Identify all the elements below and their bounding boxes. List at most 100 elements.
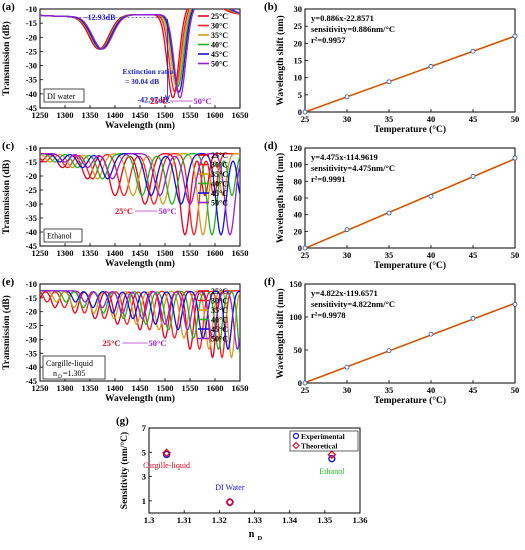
panel-letter: (c) [2, 140, 15, 152]
panel-c-y-tick-label: -40 [26, 227, 37, 237]
panel-e-x-tick-label: 1550 [182, 383, 199, 393]
panel-d-data-point [512, 155, 518, 161]
panel-f-fit-line [304, 302, 516, 384]
panel-f-y-tick-label: 100 [289, 312, 302, 322]
panel-e-x-tick-label: 1650 [232, 383, 249, 393]
panel-a-y-tick-label: -25 [26, 46, 37, 56]
panel-c-x-tick-label: 1600 [207, 248, 224, 258]
panel-c-x-tick-label: 1300 [57, 248, 74, 258]
panel-e-y-tick-label: -45 [26, 376, 37, 386]
panel-d-y-axis-label: Wavelength shift (nm) [275, 153, 286, 243]
panel-d-data-point [302, 245, 308, 251]
panel-d-x-tick-label: 30 [343, 250, 352, 260]
panel-b-x-tick-label: 50 [511, 114, 520, 124]
panel-letter: (a) [2, 1, 15, 13]
panel-a-legend-label: 40°C [211, 41, 228, 50]
panel-e-x-tick-label: 1250 [32, 383, 49, 393]
panel-g-y-tick-label: 5 [142, 447, 146, 457]
panel-letter: (b) [264, 1, 278, 13]
panel-f-x-tick-label: 40 [427, 385, 436, 395]
panel-g-point-label: Ethanol [319, 467, 345, 476]
panel-a-x-tick-label: 1300 [57, 110, 74, 120]
panel-a-legend-label: 25°C [211, 12, 228, 21]
panel-d-data-point [344, 227, 350, 233]
panel-b-y-tick-label: 25 [294, 21, 303, 31]
panel-e-y-tick-label: -20 [26, 307, 37, 317]
panel-a-x-tick-label: 1450 [132, 110, 149, 120]
panel-a-y-tick-label: -15 [26, 18, 37, 28]
panel-b-y-tick-label: 5 [298, 90, 302, 100]
panel-b-data-point [386, 79, 392, 85]
panel-g-legend-marker [292, 441, 300, 450]
panel-a-legend-label: 35°C [211, 31, 228, 40]
panel-a-x-tick-label: 1600 [207, 110, 224, 120]
panel-d-x-tick-label: 25 [301, 250, 310, 260]
panel-d-data-point [470, 173, 476, 179]
panel-d-fit-line [304, 158, 516, 250]
panel-e-index-value: =1.305 [63, 369, 86, 378]
panel-d-plot-frame [304, 147, 516, 249]
panel-b-data-point [344, 94, 350, 100]
panel-d-y-tick-label: 20 [294, 226, 303, 236]
panel-a-x-tick-label: 1650 [232, 110, 249, 120]
panel-d-y-tick-label: 0 [298, 243, 302, 253]
panel-a-ratio-label: Extinction ratio [123, 67, 174, 76]
panel-e-arrow-to: 50°C [149, 338, 167, 348]
panel-c-legend-label: 30°C [211, 161, 228, 170]
panel-e-legend-label: 25°C [211, 287, 228, 296]
panel-b-x-tick-label: 35 [385, 114, 394, 124]
panel-g-legend-marker [292, 432, 300, 440]
panel-g-x-axis-sub: D [258, 535, 263, 542]
panel-e-legend-label: 35°C [211, 306, 228, 315]
panel-d-x-tick-label: 40 [427, 250, 436, 260]
panel-c-y-tick-label: -35 [26, 213, 37, 223]
panel-c-legend-label: 45°C [211, 189, 228, 198]
panel-a-y-tick-label: -40 [26, 89, 37, 99]
panel-e-y-tick-label: -15 [26, 293, 37, 303]
panel-c-series-3 [40, 152, 240, 236]
panel-c-series-4 [40, 152, 240, 236]
panel-c-x-tick-label: 1650 [232, 248, 249, 258]
panel-f-data-point [512, 302, 518, 307]
panel-c-x-tick-label: 1550 [182, 248, 199, 258]
panel-a-medium-label: DI water [47, 92, 76, 101]
panel-f-fit-text: sensitivity=4.822nm/°C [311, 299, 395, 309]
panel-g-x-tick-label: 1.33 [247, 515, 262, 525]
panel-g-point-label: DI Water [215, 483, 245, 492]
panel-e-x-tick-label: 1400 [107, 383, 124, 393]
panel-c-series-2 [40, 152, 240, 236]
panel-c-y-tick-label: -45 [26, 241, 37, 251]
panel-b-y-axis-label: Wavelength shift (nm) [275, 15, 286, 105]
panel-e-y-tick-label: -30 [26, 334, 37, 344]
panel-g-x-tick-label: 1.36 [353, 515, 368, 525]
panel-b-data-point [470, 48, 476, 54]
panel-g-legend-label: Experimental [301, 432, 345, 441]
panel-g-theoretical-point [162, 448, 172, 458]
panel-g-x-tick-label: 1.3 [144, 515, 155, 525]
panel-b-data-point [512, 33, 518, 39]
panel-f-x-tick-label: 50 [511, 385, 520, 395]
panel-b-fit-text: r²=0.9957 [311, 35, 346, 45]
panel-b-x-tick-label: 40 [427, 114, 436, 124]
panel-e-medium-box [42, 355, 106, 380]
panel-d-fit-text: y=4.475x-114.9619 [311, 152, 378, 162]
panel-b-data-point [428, 63, 434, 69]
panel-g-y-axis-label: Sensitivity (nm/°C) [119, 432, 130, 509]
panel-b-y-tick-label: 0 [298, 107, 302, 117]
panel-e-y-tick-label: -25 [26, 321, 37, 331]
panel-g-experimental-point [162, 450, 171, 459]
panel-d-data-point [386, 210, 392, 216]
panel-a-max-label: -12.93dB [85, 13, 116, 22]
panel-d-y-tick-label: 40 [294, 210, 303, 220]
panel-b-y-tick-label: 30 [294, 4, 303, 14]
panel-e-index-sub: D [58, 374, 62, 380]
panel-e-x-tick-label: 1350 [82, 383, 99, 393]
panel-b-y-tick-label: 20 [294, 38, 303, 48]
panel-f-x-tick-label: 35 [385, 385, 394, 395]
panel-letter: (g) [116, 415, 129, 427]
panel-g-legend-label: Theoretical [301, 442, 338, 451]
panel-e-legend-label: 30°C [211, 297, 228, 306]
panel-d-x-tick-label: 50 [511, 250, 520, 260]
panel-e-legend-label: 45°C [211, 325, 228, 334]
panel-e-x-tick-label: 1450 [132, 383, 149, 393]
